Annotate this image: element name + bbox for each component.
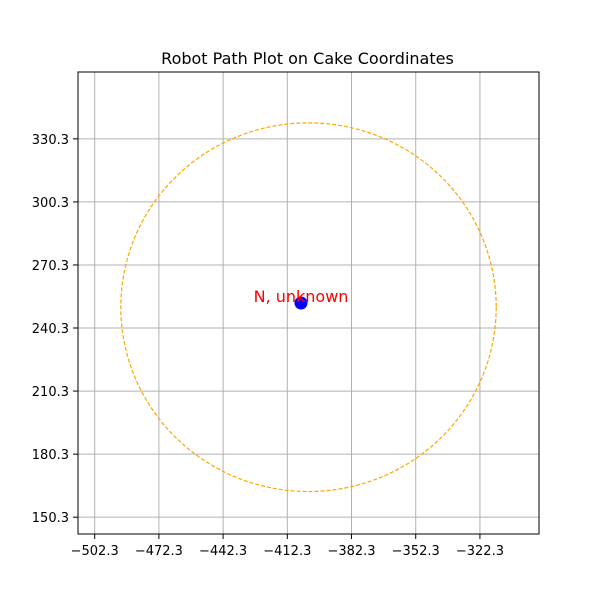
robot-position-point — [294, 296, 308, 310]
chart-title: Robot Path Plot on Cake Coordinates — [161, 49, 454, 68]
x-tick-label: −502.3 — [71, 544, 119, 559]
grid-lines — [78, 72, 539, 534]
y-tick-label: 210.3 — [32, 385, 69, 400]
x-tick-label: −382.3 — [327, 544, 375, 559]
x-tick-label: −412.3 — [263, 544, 311, 559]
y-tick-label: 330.3 — [32, 133, 69, 148]
y-tick-label: 300.3 — [32, 196, 69, 211]
x-tick-label: −442.3 — [199, 544, 247, 559]
x-tick-label: −352.3 — [392, 544, 440, 559]
boundary-circle — [120, 122, 497, 493]
y-tick-label: 270.3 — [32, 259, 69, 274]
axes: −502.3 −472.3 −442.3 −412.3 −382.3 −352.3 −322… — [32, 133, 504, 559]
y-tick-label: 180.3 — [32, 448, 69, 463]
plot-frame — [77, 71, 540, 535]
x-tick-label: −472.3 — [135, 544, 183, 559]
x-tick-label: −322.3 — [456, 544, 504, 559]
point-annotation-label: N, unknown — [254, 287, 349, 306]
plot-data: N, unknown — [120, 122, 497, 493]
y-tick-label: 150.3 — [32, 511, 69, 526]
y-tick-label: 240.3 — [32, 322, 69, 337]
